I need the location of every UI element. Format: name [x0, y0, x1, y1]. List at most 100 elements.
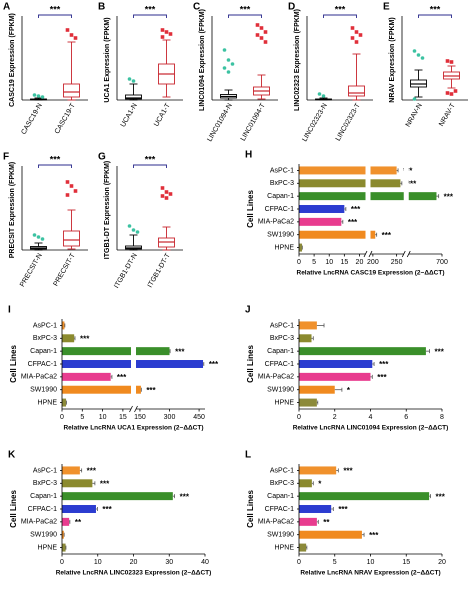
significance-bracket — [38, 164, 72, 168]
significance-label: *** — [338, 505, 348, 514]
significance-label: *** — [348, 218, 358, 227]
significance-label: ** — [323, 518, 330, 527]
significance-bracket — [133, 14, 167, 18]
outlier — [168, 32, 173, 36]
bar — [299, 360, 373, 368]
bar — [299, 543, 307, 552]
outlier — [32, 233, 37, 237]
panel-letter: I — [8, 305, 11, 316]
y-axis-label: Cell Lines — [246, 345, 255, 383]
y-tick-label: AsPC-1 — [270, 467, 294, 474]
y-tick-label: SW1990 — [30, 532, 57, 539]
panel-letter: B — [98, 2, 105, 13]
outlier — [73, 36, 78, 40]
axis-break — [365, 163, 371, 257]
y-tick-label: BxPC-3 — [33, 480, 57, 487]
significance-label: *** — [436, 492, 446, 501]
y-tick-label: Capan-1 — [267, 348, 294, 355]
bar — [299, 243, 303, 252]
outlier — [127, 77, 132, 81]
outlier — [263, 40, 268, 44]
outlier — [222, 66, 227, 70]
x-tick-label: LINC01094-N — [206, 102, 233, 143]
significance-bracket — [133, 164, 167, 168]
y-axis-label: PRECSIT Expression (FPKM) — [9, 162, 16, 258]
y-axis-label: Cell Lines — [246, 490, 255, 528]
y-tick-label: MIA-PaCa2 — [21, 374, 57, 381]
significance-label: *** — [145, 154, 156, 164]
x-tick-label: 20 — [356, 259, 364, 266]
y-tick-label: CFPAC-1 — [28, 506, 58, 513]
outlier — [65, 180, 70, 184]
significance-label: *** — [379, 360, 389, 369]
significance-label: *** — [444, 192, 454, 201]
panel-letter: L — [245, 450, 251, 461]
bar — [299, 347, 426, 356]
significance-bracket — [38, 14, 72, 18]
x-tick-label: 15 — [340, 259, 348, 266]
outlier — [226, 70, 231, 74]
y-tick-label: Capan-1 — [30, 493, 57, 500]
significance-label: *** — [80, 334, 90, 343]
significance-label: *** — [407, 179, 417, 188]
bar — [299, 517, 317, 526]
significance-label: *** — [377, 373, 387, 382]
outlier — [358, 33, 363, 37]
x-tick-label: LINC02323-T — [335, 102, 362, 143]
significance-bracket — [228, 14, 262, 18]
panel-letter: D — [288, 2, 295, 13]
y-tick-label: BxPC-3 — [270, 180, 294, 187]
bar — [62, 321, 65, 330]
x-tick-label: 250 — [391, 259, 403, 266]
outlier — [412, 49, 417, 53]
break-mark — [363, 250, 368, 258]
bar — [62, 466, 80, 475]
bar — [299, 205, 345, 213]
x-tick-label: LINC02323-N — [301, 102, 328, 143]
y-tick-label: CFPAC-1 — [28, 361, 58, 368]
y-axis-label: LINC02323 Expression (FPKM) — [294, 9, 301, 111]
outlier — [420, 56, 425, 60]
y-axis-label: CASC19 Expression (FPKM) — [9, 13, 16, 107]
panel-letter: E — [383, 2, 390, 13]
x-axis-label: Relative LncRNA NRAV Expression (2−ΔΔCT) — [300, 570, 440, 577]
y-tick-label: HPNE — [38, 399, 58, 406]
outlier — [65, 28, 70, 32]
x-tick-label: 300 — [164, 414, 176, 421]
y-tick-label: Capan-1 — [30, 348, 57, 355]
y-tick-label: HPNE — [38, 544, 58, 551]
outlier — [255, 33, 260, 37]
significance-label: * — [318, 479, 322, 488]
significance-label: *** — [240, 4, 251, 14]
y-tick-label: MIA-PaCa2 — [258, 374, 294, 381]
significance-label: *** — [87, 467, 97, 476]
x-tick-label: 10 — [94, 559, 102, 566]
x-tick-label: CASC19-N — [20, 102, 43, 135]
x-tick-label: NRAV-T — [438, 102, 457, 128]
axis-break — [403, 163, 409, 257]
outlier — [164, 30, 169, 34]
x-tick-label: 4 — [369, 414, 373, 421]
bar — [299, 505, 332, 513]
bar — [299, 334, 312, 343]
outlier — [412, 97, 417, 101]
x-tick-label: ITGB1-DT-T — [147, 252, 172, 289]
x-tick-label: 10 — [325, 259, 333, 266]
significance-label: *** — [175, 347, 185, 356]
x-tick-label: 5 — [312, 259, 316, 266]
panel-letter: H — [245, 150, 252, 161]
y-tick-label: BxPC-3 — [270, 335, 294, 342]
y-tick-label: Capan-1 — [267, 493, 294, 500]
x-tick-label: 150 — [134, 414, 146, 421]
box — [348, 85, 365, 97]
x-tick-label: 700 — [436, 259, 448, 266]
y-tick-label: Capan-1 — [267, 193, 294, 200]
outlier — [131, 228, 136, 232]
bar — [299, 372, 371, 381]
x-tick-label: 10 — [99, 414, 107, 421]
x-tick-label: 20 — [130, 559, 138, 566]
x-tick-label: 200 — [367, 259, 379, 266]
break-mark — [406, 250, 411, 258]
box — [63, 230, 80, 247]
outlier — [263, 30, 268, 34]
